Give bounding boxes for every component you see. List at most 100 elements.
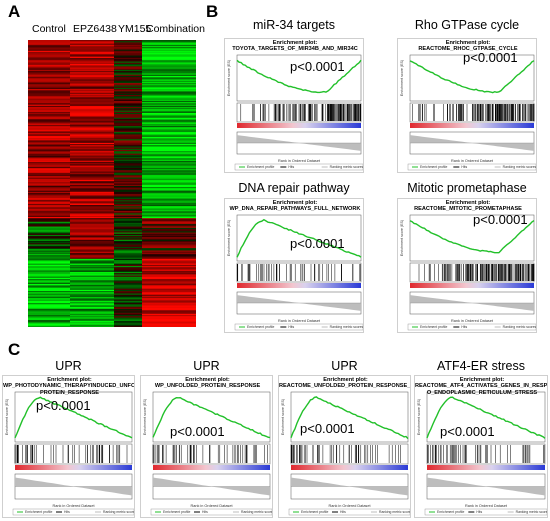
heatmap-cell	[28, 71, 70, 73]
heatmap-cell	[28, 286, 70, 288]
heatmap-cell	[70, 294, 114, 297]
heatmap-cell	[28, 221, 70, 224]
heatmap-cell	[114, 311, 142, 314]
hit-marks	[418, 264, 535, 281]
heatmap-cell	[114, 144, 142, 146]
heatmap-cell	[114, 219, 142, 221]
heatmap-cell	[114, 263, 142, 266]
heatmap-cell	[142, 127, 196, 129]
heatmap-cell	[70, 41, 114, 43]
legend-box	[288, 508, 410, 516]
heatmap-cell	[114, 291, 142, 293]
heatmap-cell	[28, 150, 70, 152]
heatmap-cell	[70, 255, 114, 257]
heatmap-cell	[28, 285, 70, 287]
heatmap-cell	[114, 55, 142, 58]
heatmap-cell	[142, 40, 196, 42]
heatmap-cell	[142, 222, 196, 225]
heatmap-cell	[28, 225, 70, 227]
gsea-plot-atf4-er-stress: Enrichment score (ES) Rank in Ordered Dat…	[414, 375, 548, 518]
heatmap-cell	[142, 325, 196, 327]
heatmap-cell	[142, 213, 196, 215]
heatmap-cell	[28, 117, 70, 120]
heatmap-cell	[142, 211, 196, 213]
enrichment-plot-title: Enrichment plot: TOYOTA_TARGETS_OF_MIR34B…	[232, 40, 358, 53]
gsea-title-rho-gtpase: Rho GTPase cycle	[414, 18, 520, 32]
heatmap-cell	[70, 190, 114, 193]
heatmap-cell	[70, 135, 114, 138]
heatmap-cell	[70, 63, 114, 66]
heatmap-cell	[70, 55, 114, 58]
heatmap-cell	[142, 312, 196, 315]
heatmap-cell	[70, 200, 114, 202]
heatmap-cell	[70, 288, 114, 291]
heatmap-cell	[70, 51, 114, 54]
heatmap-cell	[28, 267, 70, 269]
heatmap-cell	[28, 264, 70, 267]
heatmap-cell	[28, 73, 70, 76]
heatmap-cell	[28, 130, 70, 133]
heatmap-cell	[70, 222, 114, 225]
heatmap-cell	[114, 213, 142, 215]
heatmap-cell	[142, 178, 196, 181]
heatmap-cell	[70, 295, 114, 298]
heatmap-cell	[142, 292, 196, 294]
heatmap-cell	[142, 191, 196, 194]
heatmap-cell	[70, 177, 114, 180]
heatmap-cell	[142, 270, 196, 273]
heatmap-cell	[114, 194, 142, 196]
heatmap-cell	[114, 190, 142, 193]
heatmap-cell	[114, 142, 142, 145]
panel-label-b: B	[206, 2, 219, 21]
heatmap-cell	[28, 270, 70, 273]
heatmap-cell	[70, 164, 114, 166]
heatmap-cell	[70, 325, 114, 327]
heatmap-cell	[70, 139, 114, 141]
heatmap-cell	[70, 268, 114, 270]
heatmap-cell	[114, 114, 142, 116]
heatmap-cell	[142, 146, 196, 149]
heatmap-cell	[142, 145, 196, 147]
heatmap-cell	[28, 148, 70, 151]
heatmap-cell	[114, 240, 142, 243]
heatmap-cell	[28, 56, 70, 59]
heatmap-cell	[114, 68, 142, 71]
heatmap-cell	[70, 170, 114, 172]
heatmap-cell	[142, 100, 196, 103]
heatmap-cell	[28, 211, 70, 213]
heatmap-cell	[28, 59, 70, 61]
heatmap-cell	[70, 148, 114, 151]
heatmap-cell	[142, 285, 196, 287]
gsea-plot-svg: Enrichment score (ES) Rank in Ordered Dat…	[400, 54, 536, 171]
heatmap-cell	[70, 228, 114, 231]
gsea-plot-svg: Enrichment score (ES) Rank in Ordered Dat…	[227, 214, 363, 331]
heatmap-cell	[114, 202, 142, 205]
heatmap-cell	[70, 105, 114, 108]
heatmap-cell	[28, 209, 70, 212]
heatmap-cell	[142, 197, 196, 200]
heatmap-cell	[28, 99, 70, 102]
heatmap-cell	[114, 85, 142, 88]
heatmap-cell	[28, 169, 70, 171]
heatmap-cell	[70, 211, 114, 213]
heatmap-cell	[28, 124, 70, 127]
heatmap-cell	[28, 307, 70, 310]
heatmap-cell	[28, 268, 70, 270]
heatmap-cell	[70, 85, 114, 88]
heatmap-cell	[28, 301, 70, 304]
heatmap-cell	[114, 49, 142, 52]
heatmap-cell	[114, 297, 142, 299]
heatmap-cell	[142, 201, 196, 204]
gsea-plot-mitotic-prometaphase: Enrichment score (ES) Rank in Ordered Dat…	[397, 198, 537, 333]
heatmap-cell	[114, 243, 142, 245]
heatmap-cell	[70, 289, 114, 292]
p-value-label: p<0.0001	[463, 50, 518, 65]
heatmap-cell	[70, 111, 114, 114]
ranking-color-bar	[291, 465, 408, 470]
heatmap-cell	[114, 193, 142, 195]
heatmap-cell	[142, 117, 196, 120]
heatmap-cell	[28, 205, 70, 207]
enrichment-plot-title: Enrichment plot: REACTOME_ATF4_ACTIVATES_…	[415, 377, 548, 396]
heatmap-cell	[142, 59, 196, 61]
heatmap-cell	[70, 123, 114, 126]
